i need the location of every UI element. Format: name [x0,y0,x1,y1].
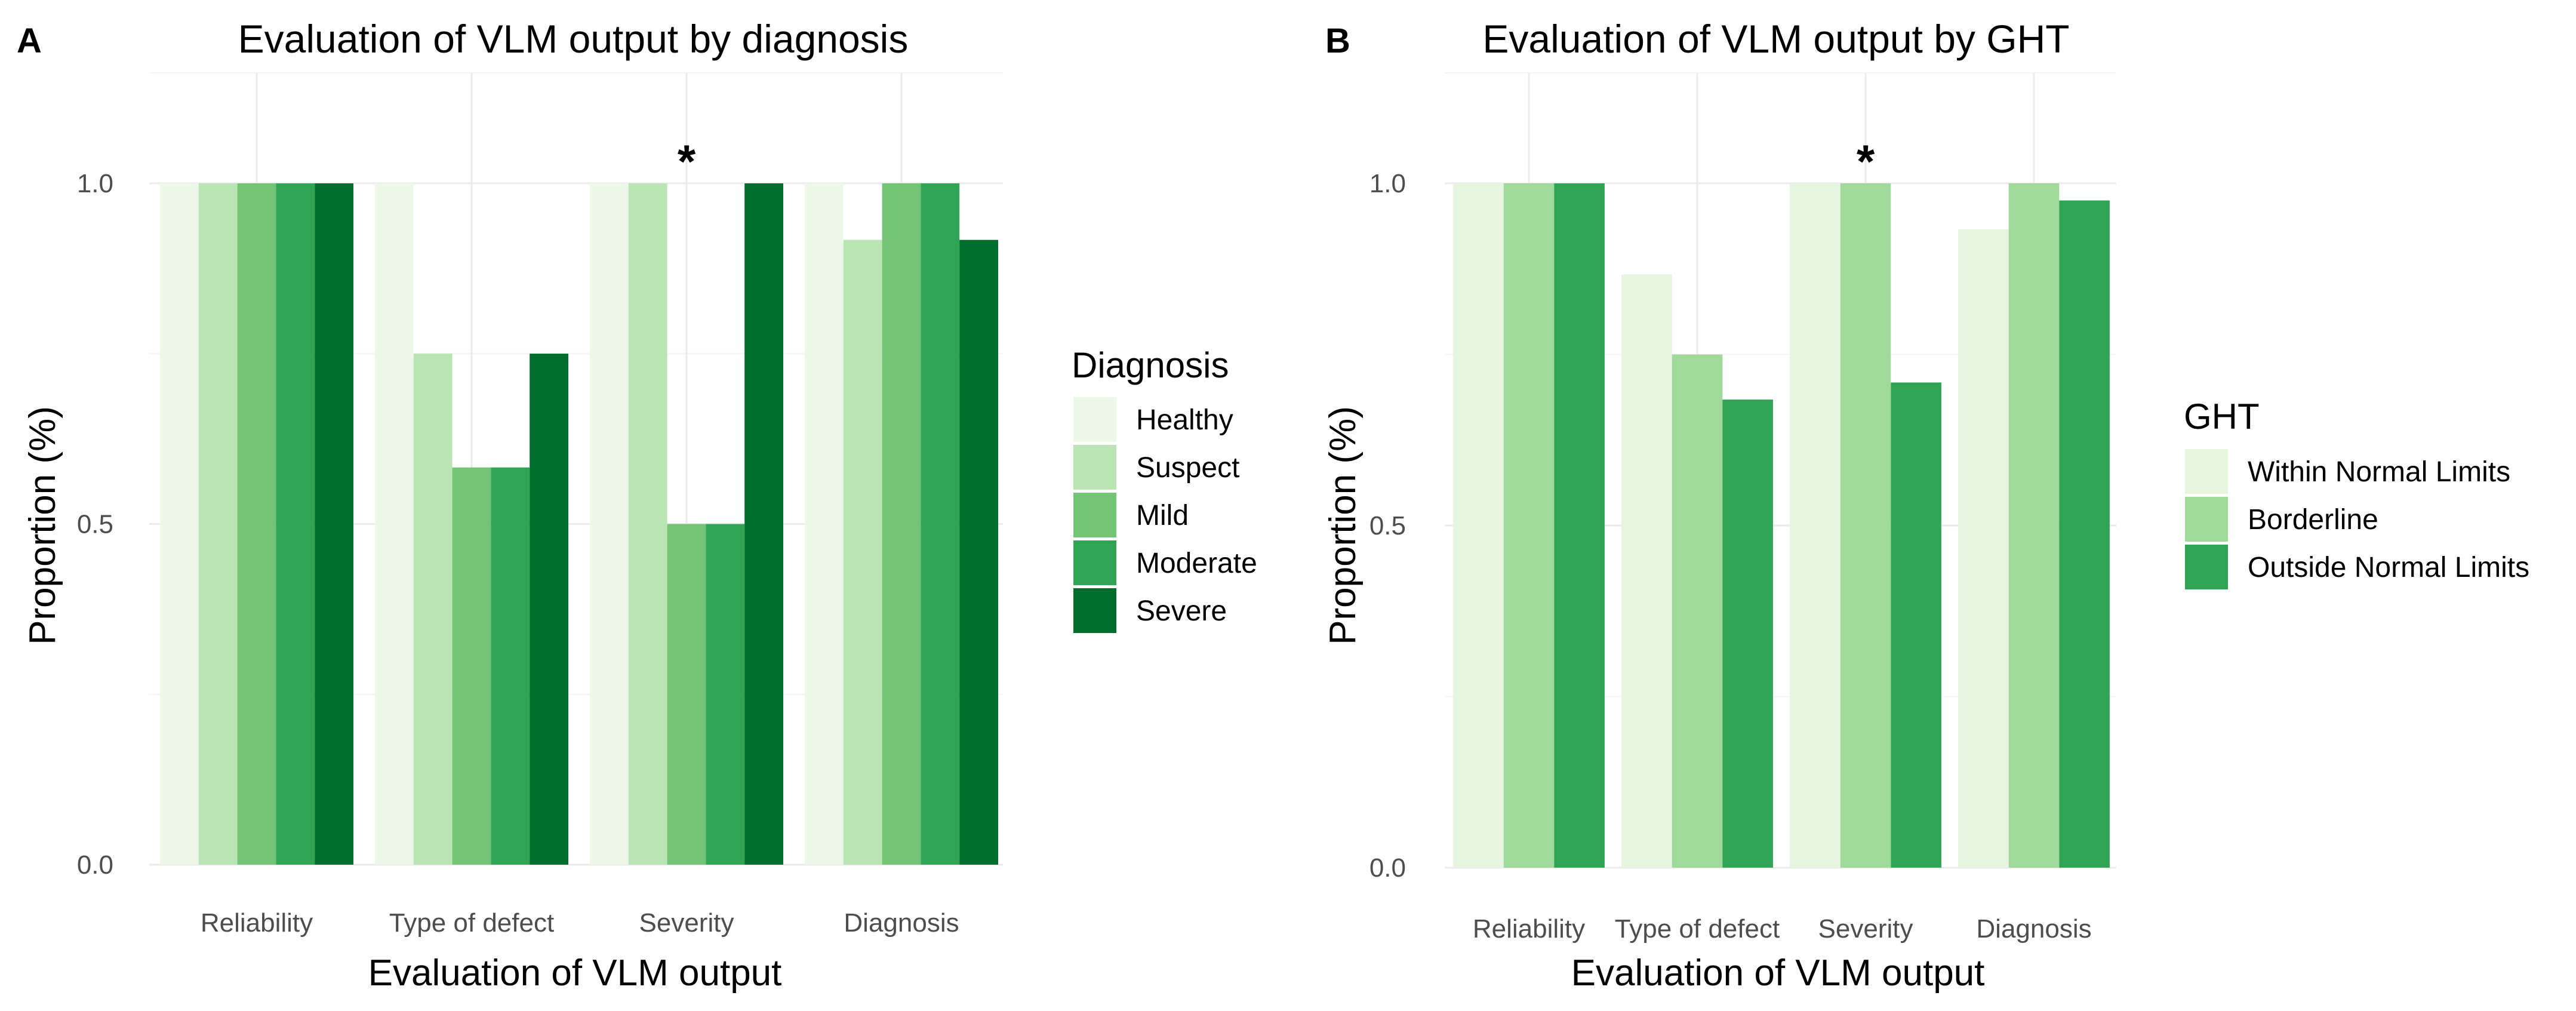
y-tick-label-b-0: 0.0 [1369,853,1406,883]
bar-a-type-of-defect-mild [452,467,491,865]
panel-letter-b: B [1325,21,1350,60]
bar-b-reliability-borderline [1503,183,1555,868]
legend-title-b: GHT [2184,397,2260,437]
y-tick-label-a-2: 1.0 [77,169,113,198]
chart-panel-a: A Evaluation of VLM output by diagnosis … [17,17,1257,994]
x-tick-label-a-3: Diagnosis [844,908,959,938]
bar-b-type-of-defect-borderline [1672,354,1723,868]
bar-a-severity-severe [744,183,783,865]
bar-a-severity-mild [667,524,706,865]
bar-a-reliability-severe [315,183,353,865]
y-axis-title-a: Proportion (%) [22,406,63,645]
chart-title-a: Evaluation of VLM output by diagnosis [238,17,909,61]
panel-letter-a: A [17,21,42,60]
bar-a-reliability-healthy [160,183,199,865]
bar-b-diagnosis-outside-normal-limits [2059,200,2110,868]
bars-a [160,183,998,865]
x-tick-label-b-1: Type of defect [1615,914,1780,944]
y-ticks-b: 0.0 0.5 1.0 [1369,169,1406,883]
y-ticks-a: 0.0 0.5 1.0 [77,169,113,880]
x-ticks-a: Reliability Type of defect Severity Diag… [201,908,959,938]
x-tick-label-a-2: Severity [639,908,734,938]
legend-label-a-mild: Mild [1136,500,1189,531]
y-tick-label-a-0: 0.0 [77,850,113,880]
legend-swatch-b-borderline [2185,497,2228,542]
bar-a-reliability-suspect [198,183,238,865]
bar-a-type-of-defect-suspect [413,354,453,865]
x-tick-label-b-0: Reliability [1473,914,1585,944]
legend-title-a: Diagnosis [1072,345,1229,385]
chart-panel-b: B Evaluation of VLM output by GHT 0.0 0.… [1322,17,2529,994]
legend-swatch-b-within-normal-limits [2185,449,2228,494]
bar-a-reliability-moderate [276,183,315,865]
legend-b: GHT Within Normal Limits Borderline Outs… [2184,397,2529,589]
x-tick-label-b-2: Severity [1818,914,1913,944]
legend-label-a-severe: Severe [1136,595,1227,627]
bar-a-severity-healthy [590,183,629,865]
legend-label-a-healthy: Healthy [1136,404,1233,436]
legend-label-b-borderline: Borderline [2248,504,2378,536]
bar-a-reliability-mild [237,183,276,865]
x-tick-label-b-3: Diagnosis [1976,914,2091,944]
bars-b [1453,183,2110,868]
bar-a-diagnosis-healthy [805,183,844,865]
bar-b-reliability-outside-normal-limits [1554,183,1605,868]
legend-swatch-a-severe [1073,588,1116,633]
bar-a-type-of-defect-healthy [375,183,414,865]
x-axis-title-a: Evaluation of VLM output [368,952,782,994]
bar-a-severity-suspect [628,183,667,865]
legend-label-a-suspect: Suspect [1136,452,1239,484]
bar-b-diagnosis-borderline [2008,183,2060,868]
bar-a-diagnosis-moderate [921,183,960,865]
y-tick-label-b-1: 0.5 [1369,511,1406,540]
y-tick-label-b-2: 1.0 [1369,169,1406,198]
bar-a-diagnosis-suspect [843,239,882,865]
chart-title-b: Evaluation of VLM output by GHT [1482,17,2069,61]
legend-label-b-within-normal-limits: Within Normal Limits [2248,456,2510,488]
legend-swatch-a-mild [1073,493,1116,537]
legend-swatch-a-suspect [1073,445,1116,490]
legend-swatch-b-outside-normal-limits [2185,545,2228,589]
legend-a: Diagnosis Healthy Suspect Mild Moderate … [1072,345,1257,633]
x-axis-title-b: Evaluation of VLM output [1571,952,1985,994]
x-tick-label-a-0: Reliability [201,908,313,938]
y-tick-label-a-1: 0.5 [77,510,113,539]
legend-swatch-a-healthy [1073,397,1116,442]
bar-b-reliability-within-normal-limits [1453,183,1504,868]
significance-marker-a-severity: * [678,135,696,188]
legend-label-b-outside-normal-limits: Outside Normal Limits [2248,552,2529,583]
bar-a-type-of-defect-severe [530,354,568,865]
bar-a-diagnosis-severe [959,239,998,865]
bar-a-severity-moderate [706,524,745,865]
legend-swatch-a-moderate [1073,540,1116,585]
bar-b-type-of-defect-outside-normal-limits [1722,400,1773,868]
legend-label-a-moderate: Moderate [1136,548,1257,579]
bar-b-severity-within-normal-limits [1790,183,1841,868]
bar-b-diagnosis-within-normal-limits [1958,229,2009,868]
significance-marker-b-severity: * [1857,135,1875,188]
x-ticks-b: Reliability Type of defect Severity Diag… [1473,914,2092,944]
bar-a-diagnosis-mild [882,183,921,865]
bar-a-type-of-defect-moderate [491,467,530,865]
x-tick-label-a-1: Type of defect [389,908,554,938]
bar-b-severity-outside-normal-limits [1891,382,1941,868]
bar-b-severity-borderline [1840,183,1891,868]
bar-b-type-of-defect-within-normal-limits [1621,274,1672,868]
y-axis-title-b: Proportion (%) [1322,406,1364,645]
